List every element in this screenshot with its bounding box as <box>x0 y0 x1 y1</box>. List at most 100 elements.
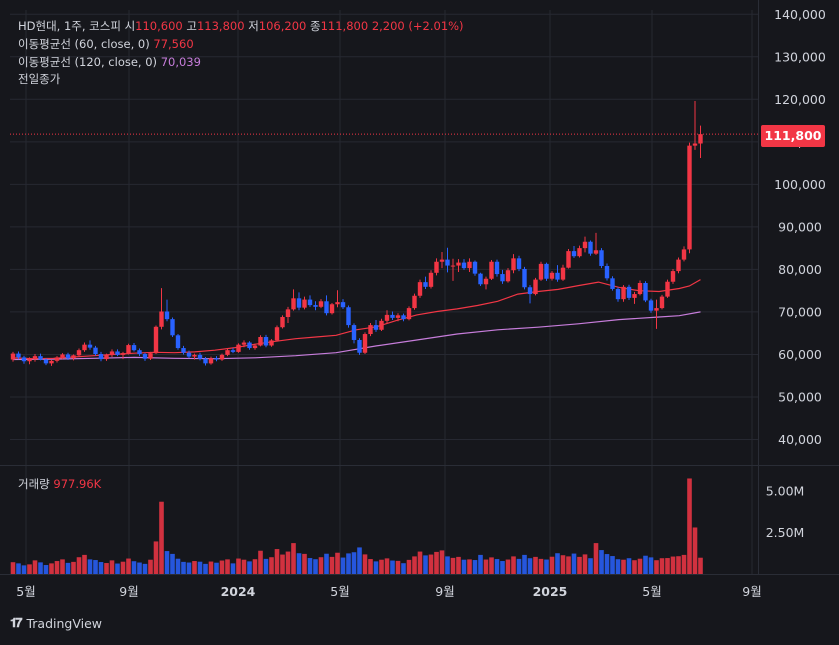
ma120-legend[interactable]: 이동평균선 (120, close, 0) 70,039 <box>18 54 201 70</box>
volume-bar <box>522 554 527 574</box>
volume-bar <box>280 554 285 574</box>
volume-bar <box>87 559 93 574</box>
candle-body <box>274 327 280 341</box>
volume-bar <box>38 562 43 574</box>
volume-bar <box>626 558 632 574</box>
chart-grid <box>0 0 839 575</box>
volume-bar <box>21 565 27 574</box>
volume-bar <box>131 561 137 574</box>
candle-body <box>225 350 230 355</box>
volume-bar <box>54 561 60 574</box>
volume-bar <box>192 561 197 574</box>
volume-bar <box>549 556 555 574</box>
candle-body <box>489 261 494 279</box>
candle-body <box>115 351 120 355</box>
candle-body <box>302 299 307 308</box>
high-label: 고 <box>186 19 197 33</box>
candle-body <box>71 355 76 359</box>
volume-bar <box>670 556 676 574</box>
candle-body <box>197 354 203 359</box>
volume-bar <box>593 543 599 574</box>
volume-bar <box>16 563 21 574</box>
volume-bar <box>467 559 472 574</box>
candle-body <box>610 278 615 289</box>
volume-bar <box>643 555 648 574</box>
volume-bar <box>373 561 379 574</box>
candle-body <box>379 320 384 330</box>
candle-body <box>582 241 588 249</box>
price-tick-label: 90,000 <box>778 219 822 234</box>
volume-bar <box>296 553 302 574</box>
volume-bar <box>511 556 516 574</box>
volume-bar <box>120 561 126 574</box>
candle-body <box>648 300 654 311</box>
volume-bar <box>104 563 109 574</box>
candle-body <box>148 353 153 359</box>
candle-body <box>626 286 632 298</box>
time-tick-label: 9월 <box>119 584 138 599</box>
volume-bar <box>115 563 120 574</box>
candle-body <box>456 262 461 266</box>
candle-body <box>599 250 604 266</box>
time-tick-label: 5월 <box>330 584 349 599</box>
prev-close-legend[interactable]: 전일종가 <box>18 71 60 87</box>
candle-body <box>461 262 467 269</box>
candle-body <box>566 251 571 268</box>
volume-bar <box>197 561 203 574</box>
volume-bar <box>637 558 643 574</box>
brand-name: TradingView <box>26 616 102 631</box>
time-tick-label: 2025 <box>533 584 568 599</box>
low-value: 106,200 <box>258 19 307 33</box>
candle-body <box>478 273 483 285</box>
candle-body <box>142 354 148 359</box>
volume-bar <box>434 551 439 574</box>
candle-body <box>280 317 285 328</box>
volume-bar <box>181 561 186 574</box>
candle-body <box>49 360 54 364</box>
candle-body <box>505 270 511 282</box>
volume-bar <box>219 560 225 574</box>
volume-bar <box>516 558 522 574</box>
candle-body <box>439 259 445 262</box>
volume-bar <box>456 556 461 574</box>
volume-bar <box>676 556 681 574</box>
volume-bar <box>10 562 16 574</box>
candle-body <box>692 143 698 146</box>
last-price-tag: 111,800 <box>761 125 825 147</box>
volume-bar <box>588 558 593 574</box>
volume-bar <box>368 559 373 574</box>
candle-body <box>412 295 417 309</box>
volume-bar <box>126 558 131 574</box>
price-tick-label: 80,000 <box>778 262 822 277</box>
volume-bar <box>82 554 87 574</box>
volume-bar <box>170 553 175 574</box>
volume-bar <box>461 559 467 574</box>
ma60-value: 77,560 <box>153 37 194 51</box>
candle-body <box>291 298 296 310</box>
price-tick-label: 130,000 <box>774 49 826 64</box>
volume-legend[interactable]: 거래량 977.96K <box>18 476 101 492</box>
candle-body <box>324 301 329 314</box>
open-value: 110,600 <box>135 19 183 33</box>
volume-bar <box>313 559 318 574</box>
volume-bar <box>621 559 626 574</box>
candle-body <box>560 267 566 280</box>
candle-body <box>368 325 373 335</box>
volume-bar <box>604 554 610 574</box>
candle-body <box>236 344 241 352</box>
volume-bar <box>406 559 412 574</box>
candle-body <box>335 302 340 305</box>
volume-bar <box>566 556 571 574</box>
volume-bar <box>340 557 346 574</box>
candle-body <box>296 298 302 308</box>
volume-bar <box>500 561 505 574</box>
candle-body <box>219 354 225 360</box>
tradingview-brand[interactable]: 𝟏𝟕 TradingView <box>10 616 102 631</box>
ma60-legend[interactable]: 이동평균선 (60, close, 0) 77,560 <box>18 36 194 52</box>
volume-bar <box>214 562 219 574</box>
candle-body <box>637 283 643 295</box>
volume-bar <box>252 559 258 574</box>
candle-body <box>93 347 98 355</box>
